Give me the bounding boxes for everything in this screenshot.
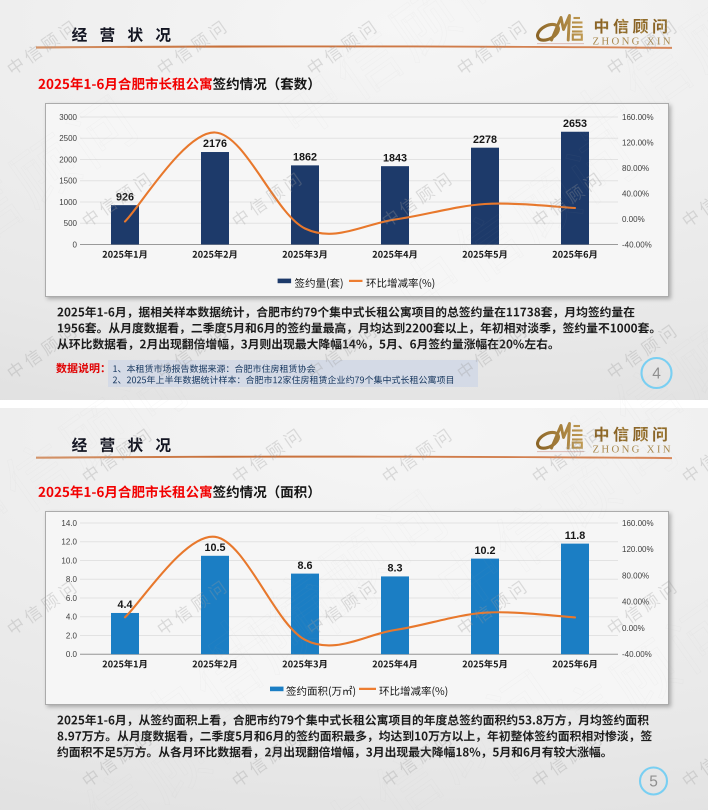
svg-text:1862: 1862 <box>293 152 317 164</box>
svg-text:1843: 1843 <box>383 152 407 164</box>
svg-text:8.0: 8.0 <box>66 575 78 584</box>
svg-text:120.00%: 120.00% <box>622 138 654 147</box>
svg-text:1000: 1000 <box>59 198 77 207</box>
svg-text:2176: 2176 <box>203 138 227 150</box>
svg-text:8.3: 8.3 <box>387 563 402 575</box>
svg-text:0.0: 0.0 <box>66 650 78 659</box>
svg-text:160.00%: 160.00% <box>622 113 654 122</box>
svg-text:6.0: 6.0 <box>66 594 78 603</box>
svg-text:-40.00%: -40.00% <box>622 240 652 249</box>
svg-text:14.0: 14.0 <box>61 519 77 528</box>
svg-text:4.4: 4.4 <box>117 599 132 611</box>
svg-text:2500: 2500 <box>59 134 77 143</box>
svg-text:0.00%: 0.00% <box>622 624 645 633</box>
svg-text:2.0: 2.0 <box>66 631 78 640</box>
svg-text:-40.00%: -40.00% <box>622 650 652 659</box>
svg-text:3000: 3000 <box>59 113 77 122</box>
svg-text:2000: 2000 <box>59 155 77 164</box>
svg-text:ZHONG XIN: ZHONG XIN <box>593 36 673 48</box>
svg-text:0.00%: 0.00% <box>622 215 645 224</box>
svg-text:160.00%: 160.00% <box>622 519 654 528</box>
svg-text:40.00%: 40.00% <box>622 598 649 607</box>
svg-text:10.5: 10.5 <box>204 542 225 554</box>
svg-text:11.8: 11.8 <box>565 530 585 542</box>
svg-text:500: 500 <box>64 219 78 228</box>
svg-text:120.00%: 120.00% <box>622 545 654 554</box>
svg-text:0: 0 <box>73 240 78 249</box>
svg-text:4.0: 4.0 <box>66 613 78 622</box>
svg-text:10.0: 10.0 <box>61 556 77 565</box>
svg-text:80.00%: 80.00% <box>622 571 649 580</box>
svg-text:8.6: 8.6 <box>297 560 312 572</box>
svg-text:5: 5 <box>649 773 658 790</box>
svg-text:40.00%: 40.00% <box>622 189 649 198</box>
svg-text:2278: 2278 <box>473 134 497 146</box>
svg-text:4: 4 <box>652 365 661 382</box>
svg-text:12.0: 12.0 <box>61 538 77 547</box>
svg-text:10.2: 10.2 <box>474 545 495 557</box>
svg-text:1500: 1500 <box>59 177 77 186</box>
svg-text:2653: 2653 <box>563 118 587 130</box>
